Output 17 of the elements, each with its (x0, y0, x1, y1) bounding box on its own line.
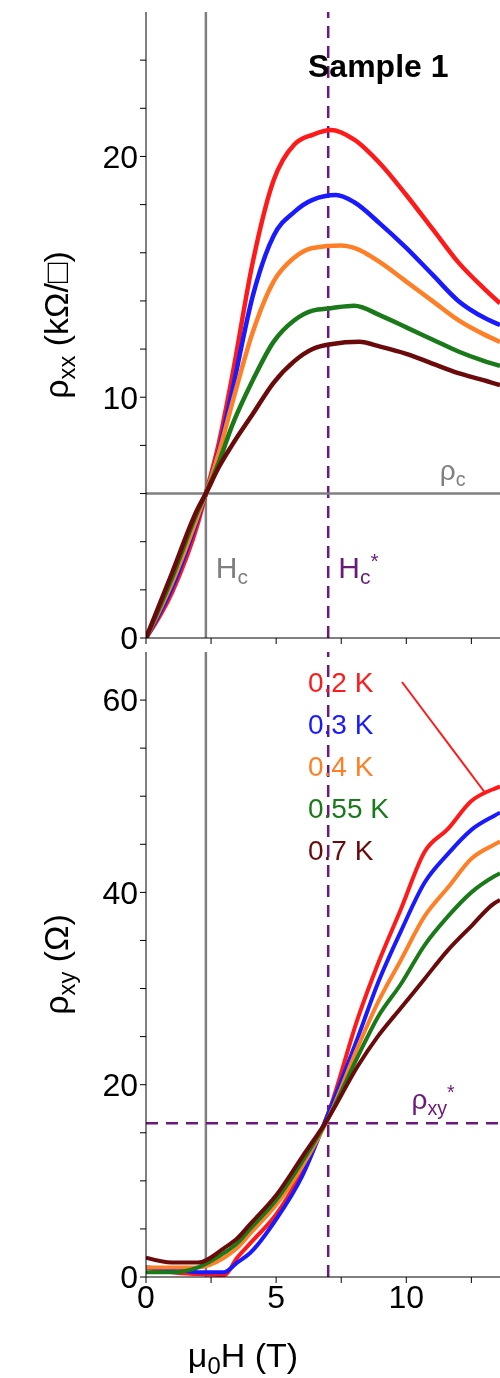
y-tick-label: 0 (120, 620, 138, 657)
text: 0.3 K (308, 708, 375, 742)
text: 0.4 K (308, 750, 375, 784)
text: 0.2 K (308, 666, 375, 700)
x-tick-label: 10 (388, 1278, 425, 1315)
y-tick-label: 60 (102, 682, 138, 719)
text: 0.7 K (308, 834, 375, 868)
x-tick-label: 5 (267, 1278, 286, 1315)
x-axis-title: μ$_{0}$H (T) (187, 1336, 299, 1378)
y-tick-label: 20 (102, 1067, 138, 1104)
text: Sample 1 (308, 48, 449, 85)
y-tick-label: 10 (102, 379, 138, 416)
text: 0.55 K (308, 792, 390, 826)
y-tick-label: 20 (102, 138, 138, 175)
y-tick-label: 40 (102, 874, 138, 911)
ref-line-label: ρ$_{c}$ (439, 454, 466, 490)
ref-line-label: H$_{c}$ (215, 551, 249, 589)
